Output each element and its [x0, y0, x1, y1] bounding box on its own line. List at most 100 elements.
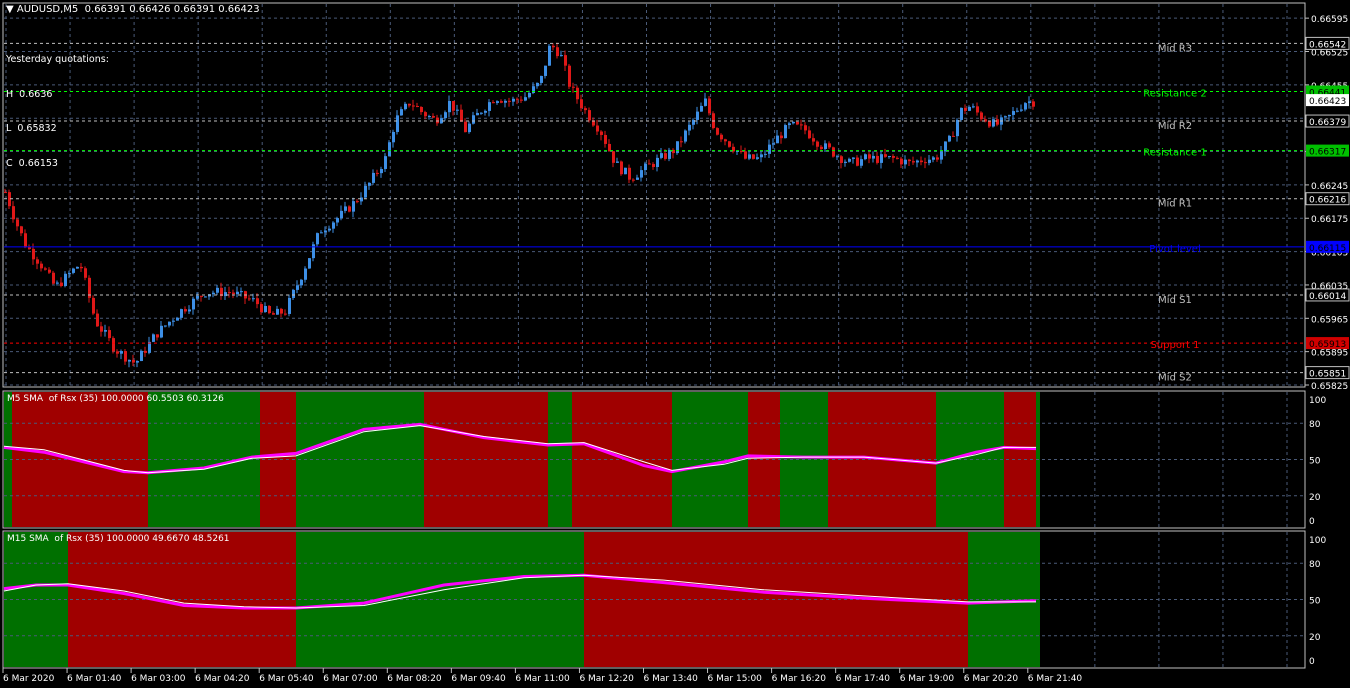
candle-bear	[32, 248, 35, 260]
x-tick-label: 6 Mar 03:00	[131, 674, 186, 684]
candle-bull	[292, 289, 295, 298]
level-price-tag	[1305, 288, 1350, 302]
candle-bull	[640, 170, 643, 178]
candle-bull	[236, 291, 239, 295]
candle-bear	[500, 101, 503, 103]
candle-bull	[304, 268, 307, 280]
rsx-band-red	[260, 392, 296, 527]
candle-bull	[320, 232, 323, 234]
candle-bear	[232, 292, 235, 295]
candle-bear	[600, 131, 603, 135]
candle-bear	[868, 154, 871, 159]
rsx-band-green	[4, 392, 12, 527]
candle-bull	[444, 112, 447, 119]
candle-bull	[388, 142, 391, 157]
candle-bull	[56, 282, 59, 284]
candle-bull	[676, 141, 679, 154]
candle-bull	[948, 135, 951, 142]
candle-bear	[728, 141, 731, 147]
y-tick-label: 0.65895	[1311, 349, 1348, 359]
candle-bear	[632, 179, 635, 181]
x-tick-label: 6 Mar 07:00	[323, 674, 378, 684]
candle-bear	[716, 128, 719, 135]
candle-bear	[412, 105, 415, 107]
x-tick-label: 6 Mar 16:20	[772, 674, 827, 684]
candle-bull	[404, 103, 407, 110]
candle-bear	[268, 306, 271, 314]
candle-bear	[280, 308, 283, 314]
candle-bear	[16, 219, 19, 227]
candle-bull	[968, 106, 971, 111]
triangle-down-icon[interactable]: ▼	[6, 4, 14, 15]
candle-bull	[756, 157, 759, 159]
candle-bull	[172, 320, 175, 322]
candle-bear	[816, 141, 819, 147]
level-price-text: 0.66317	[1309, 148, 1346, 158]
candle-bear	[40, 263, 43, 269]
candle-bull	[472, 115, 475, 124]
candle-bear	[116, 351, 119, 354]
candle-bull	[956, 119, 959, 137]
rsx-band-red	[748, 392, 780, 527]
level-name: Pivot level	[1149, 244, 1201, 255]
candle-bull	[748, 154, 751, 159]
candle-bull	[140, 350, 143, 362]
candle-bull	[316, 233, 319, 245]
candle-bull	[792, 121, 795, 124]
candle-bear	[672, 149, 675, 154]
candle-bull	[76, 266, 79, 269]
y-tick-label: 0.66175	[1311, 215, 1348, 225]
level-price-tag	[1305, 114, 1350, 128]
y-tick-label: 0.66525	[1311, 48, 1348, 58]
candle-bear	[260, 304, 263, 313]
candle-bull	[204, 296, 207, 298]
level-price-text: 0.65913	[1309, 340, 1346, 350]
candle-bull	[692, 119, 695, 125]
candle-bear	[588, 110, 591, 121]
candle-bear	[584, 108, 587, 111]
candle-bear	[228, 292, 231, 294]
y-tick-label: 0.66245	[1311, 182, 1348, 192]
candle-bull	[688, 124, 691, 131]
candle-bear	[508, 100, 511, 102]
candle-bull	[636, 177, 639, 180]
candle-bear	[60, 282, 63, 287]
y-tick-label: 100	[1309, 536, 1326, 546]
x-tick-label: 6 Mar 01:40	[67, 674, 122, 684]
level-price-text: 0.65851	[1309, 370, 1346, 380]
candle-bear	[564, 55, 567, 66]
x-tick-label: 6 Mar 2020	[3, 674, 55, 684]
candle-bear	[520, 99, 523, 101]
x-tick-label: 6 Mar 19:00	[900, 674, 955, 684]
candle-bull	[836, 156, 839, 158]
candle-bull	[192, 298, 195, 310]
m15-indicator-label: M15 SMA of Rsx (35) 100.0000 49.6670 48.…	[7, 534, 230, 544]
level-name: Mid R2	[1158, 121, 1192, 132]
candle-bull	[168, 321, 171, 326]
candle-bull	[560, 55, 563, 57]
candle-bull	[760, 154, 763, 158]
candle-bull	[180, 309, 183, 318]
candle-bear	[36, 259, 39, 264]
candle-bull	[704, 98, 707, 106]
candle-bull	[528, 92, 531, 98]
candle-bull	[328, 228, 331, 231]
candle-bear	[900, 158, 903, 165]
candle-bear	[460, 109, 463, 122]
candle-bear	[376, 172, 379, 174]
candle-bear	[416, 105, 419, 107]
level-name: Mid R1	[1158, 199, 1192, 210]
candle-bear	[744, 151, 747, 159]
candle-bull	[252, 298, 255, 300]
candle-bull	[380, 168, 383, 174]
y-tick-label: 0.65965	[1311, 315, 1348, 325]
candle-bear	[28, 247, 31, 249]
level-price-tag	[1306, 240, 1349, 253]
candle-bull	[128, 359, 131, 362]
candle-bull	[548, 45, 551, 66]
candle-bull	[276, 308, 279, 315]
current-price-tag	[1306, 94, 1349, 107]
candle-bull	[152, 334, 155, 342]
candle-bull	[660, 153, 663, 158]
